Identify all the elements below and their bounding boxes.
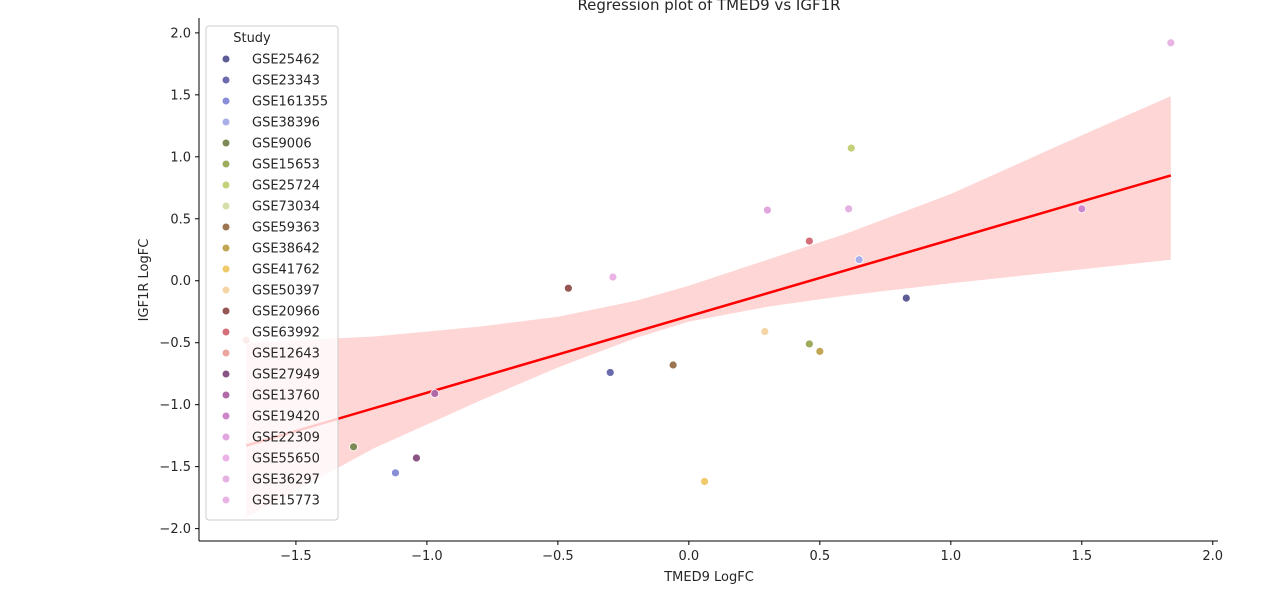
data-point	[804, 339, 814, 349]
x-tick-label: −1.5	[280, 549, 312, 564]
x-axis-label: TMED9 LogFC	[663, 570, 754, 585]
legend-marker	[222, 307, 230, 315]
data-point	[430, 389, 440, 398]
x-tick-label: 0.5	[809, 549, 830, 564]
legend-entry: GSE41762	[252, 263, 320, 278]
y-tick-label: 0.0	[170, 274, 191, 289]
legend-marker	[222, 370, 230, 378]
legend-marker	[222, 328, 230, 336]
data-point	[846, 143, 856, 153]
regression-line-layer	[245, 174, 1172, 447]
legend-marker	[222, 412, 230, 420]
legend-entry: GSE25462	[252, 53, 320, 68]
axes-layer: −1.5 −1.0 −0.5 0.0 0.5 1.0 1.5 2.0 −2.0 −1.5 −1.0 −…	[159, 18, 1223, 564]
legend-marker	[222, 55, 230, 63]
y-tick-label: −1.5	[159, 460, 191, 475]
x-tick-label: 1.0	[940, 549, 961, 564]
legend-box	[205, 25, 339, 521]
legend-entry: GSE15653	[252, 158, 320, 173]
legend-entry: GSE25724	[252, 179, 320, 194]
data-point	[391, 468, 400, 478]
data-point	[760, 327, 770, 336]
legend-entry: GSE73034	[252, 200, 320, 215]
y-tick-label: 1.5	[170, 88, 191, 103]
data-point	[412, 453, 421, 463]
data-point	[700, 477, 709, 486]
data-point	[605, 368, 615, 377]
confidence-band	[246, 96, 1171, 518]
legend-entry: GSE15773	[252, 494, 320, 509]
legend-entry: GSE23343	[252, 74, 320, 89]
x-tick-label: 0.0	[679, 549, 700, 564]
legend-marker	[222, 223, 230, 231]
legend-title: Study	[233, 31, 271, 46]
data-point	[854, 255, 864, 265]
y-tick-label: −1.0	[159, 398, 191, 413]
legend-marker	[222, 181, 230, 189]
y-tick-label: 2.0	[170, 26, 191, 41]
legend-entry: GSE27949	[252, 368, 320, 383]
legend-marker	[222, 286, 230, 294]
legend-entry: GSE12643	[252, 347, 320, 362]
y-tick-label: 1.0	[170, 150, 191, 165]
legend-marker	[222, 391, 230, 399]
data-point	[844, 204, 854, 214]
legend-marker	[222, 76, 230, 84]
data-point	[901, 293, 911, 303]
data-point	[763, 205, 772, 215]
legend-entry: GSE19420	[252, 410, 320, 425]
legend-entry: GSE38642	[252, 242, 320, 257]
y-tick-label: 0.5	[170, 212, 191, 227]
x-tick-label: 2.0	[1202, 549, 1223, 564]
legend-marker	[222, 160, 230, 168]
legend-entry: GSE55650	[252, 452, 320, 467]
regression-line	[245, 174, 1172, 447]
x-tick-label: 1.5	[1071, 549, 1092, 564]
legend-marker	[222, 475, 230, 483]
legend-marker	[222, 97, 230, 105]
legend-marker	[222, 118, 230, 126]
legend-marker	[222, 454, 230, 462]
legend-entry: GSE38396	[252, 116, 320, 131]
y-axis-label: IGF1R LogFC	[137, 239, 152, 322]
confidence-band-layer	[246, 96, 1171, 518]
legend-entry: GSE161355	[252, 95, 328, 110]
legend-marker	[222, 265, 230, 273]
y-tick-label: −0.5	[159, 336, 191, 351]
x-tick-label: −0.5	[542, 549, 574, 564]
data-point	[668, 360, 678, 370]
legend-entry: GSE13760	[252, 389, 320, 404]
legend-marker	[222, 139, 230, 147]
y-tick-label: −2.0	[159, 522, 191, 537]
data-point	[608, 272, 618, 282]
legend-entry: GSE36297	[252, 473, 320, 488]
legend-marker	[222, 496, 230, 504]
legend-marker	[222, 244, 230, 252]
data-point	[349, 442, 358, 452]
legend-marker	[222, 349, 230, 357]
legend-marker	[222, 202, 230, 210]
x-tick-label: −1.0	[411, 549, 443, 564]
data-point	[815, 346, 825, 356]
legend-entry: GSE63992	[252, 326, 320, 341]
legend-marker	[222, 433, 230, 441]
scatter-points-layer	[241, 38, 1176, 486]
data-point	[1166, 38, 1176, 48]
legend-entry: GSE20966	[252, 305, 320, 320]
legend-entry: GSE50397	[252, 284, 320, 299]
chart-title: Regression plot of TMED9 vs IGF1R	[577, 0, 840, 14]
legend-entry: GSE9006	[252, 137, 312, 152]
legend-entry: GSE22309	[252, 431, 320, 446]
legend: Study GSE25462 GSE23343 GSE161355 GSE38396 GS…	[205, 25, 339, 521]
data-point	[804, 236, 814, 246]
legend-entry: GSE59363	[252, 221, 320, 236]
data-point	[1077, 204, 1087, 214]
data-point	[563, 283, 573, 293]
